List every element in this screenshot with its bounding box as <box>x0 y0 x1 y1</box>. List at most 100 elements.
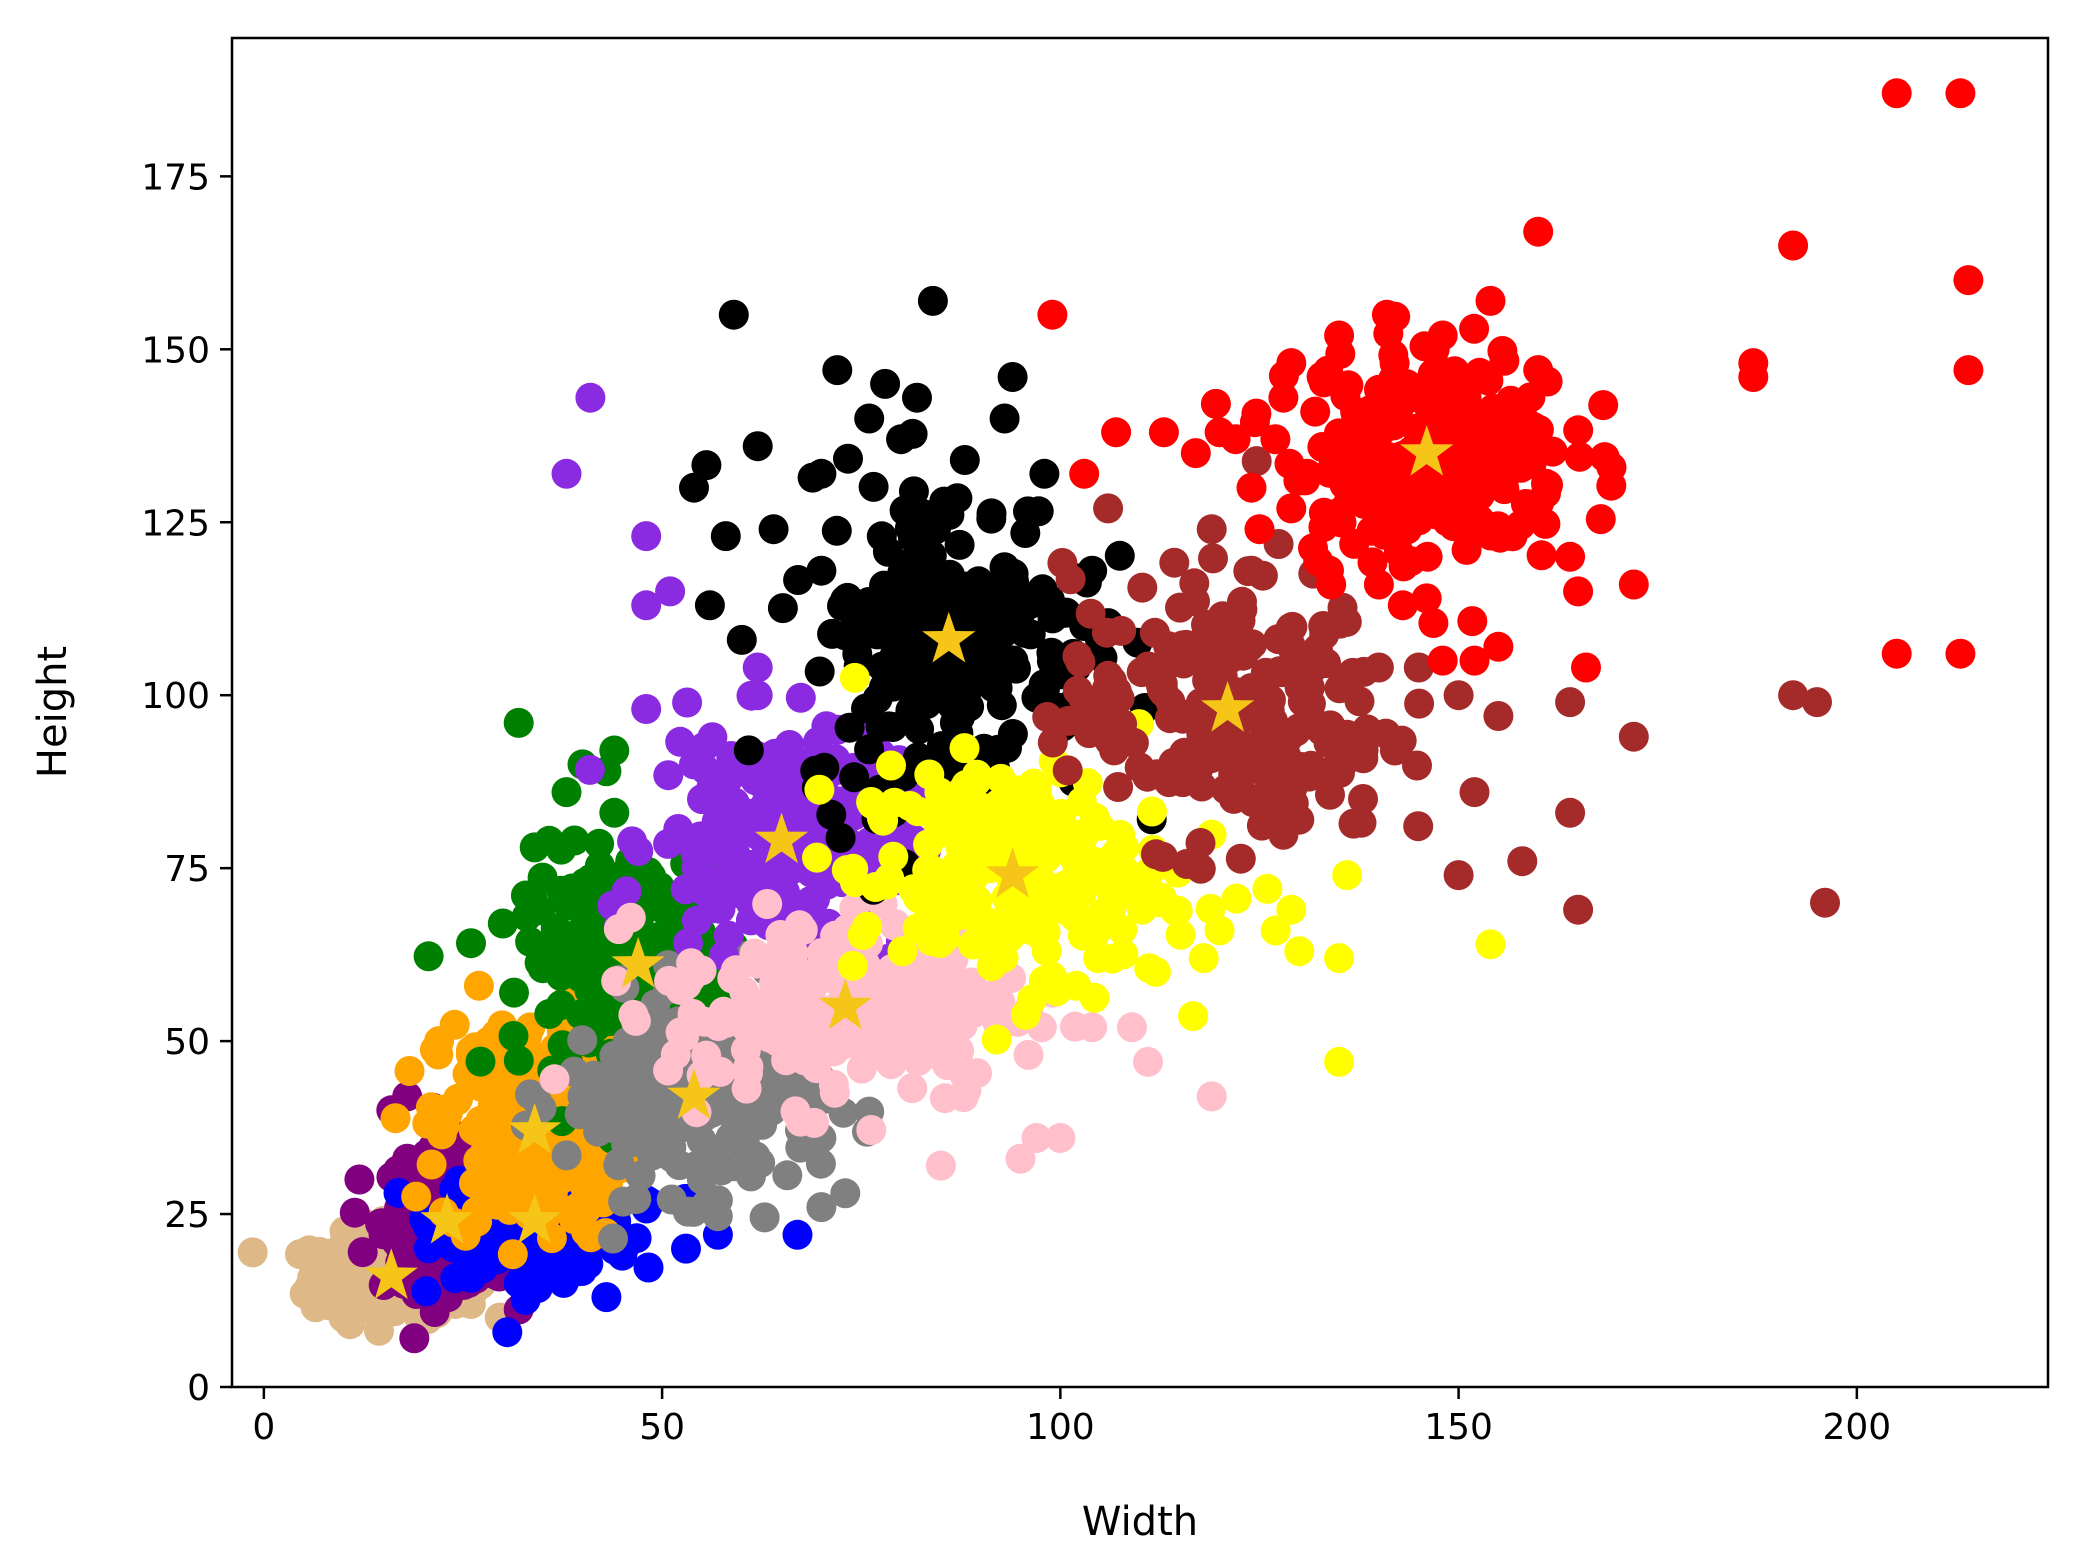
data-point <box>1008 913 1039 944</box>
data-point <box>734 997 765 1028</box>
data-point <box>1045 1123 1076 1153</box>
data-point <box>897 611 928 642</box>
data-point <box>930 922 961 953</box>
data-point <box>564 928 595 959</box>
data-point <box>656 1184 687 1215</box>
y-tick-label: 150 <box>141 330 210 371</box>
data-point <box>394 1056 425 1086</box>
data-point <box>1275 612 1306 643</box>
centroid-star-3 <box>508 1103 562 1154</box>
data-point <box>1055 564 1086 595</box>
data-point <box>934 559 965 590</box>
data-point <box>839 762 870 793</box>
data-point <box>1324 1046 1355 1077</box>
data-point <box>640 1116 671 1147</box>
data-point <box>1585 504 1616 535</box>
data-point <box>886 424 917 455</box>
data-point <box>1092 673 1122 704</box>
centroids-layer <box>364 425 1454 1299</box>
data-point <box>1459 645 1490 676</box>
data-point <box>1108 939 1139 970</box>
data-point <box>1499 396 1530 427</box>
data-point <box>1332 860 1363 891</box>
data-point <box>1006 793 1037 824</box>
data-point <box>1498 428 1528 458</box>
data-point <box>870 594 901 625</box>
data-point <box>678 1196 709 1227</box>
data-point <box>1439 356 1470 387</box>
data-point <box>1411 583 1442 614</box>
data-point <box>870 368 901 399</box>
data-point <box>785 1106 816 1137</box>
data-point <box>1068 684 1099 714</box>
data-point <box>1403 652 1434 683</box>
data-point <box>746 794 777 825</box>
data-point <box>569 867 600 898</box>
data-point <box>726 878 757 909</box>
data-point <box>1023 496 1054 527</box>
data-point <box>546 875 577 906</box>
data-point <box>792 805 823 836</box>
data-point <box>1459 313 1490 344</box>
data-point <box>676 948 707 979</box>
data-point <box>1308 497 1339 528</box>
data-point <box>1402 750 1432 781</box>
data-point <box>760 940 791 971</box>
data-point <box>1145 670 1176 701</box>
data-point <box>727 1117 758 1148</box>
y-tick-label: 50 <box>164 1022 210 1063</box>
data-point <box>573 892 603 923</box>
y-axis-label: Height <box>30 646 76 778</box>
data-point <box>702 1185 733 1216</box>
data-point <box>546 990 576 1020</box>
data-point <box>1526 540 1557 571</box>
data-point <box>806 555 837 586</box>
data-point <box>1427 320 1458 351</box>
plot-frame <box>230 36 2050 1389</box>
data-point <box>519 832 550 863</box>
data-point <box>766 1010 797 1041</box>
data-point <box>914 1001 945 1032</box>
data-point <box>819 1077 850 1108</box>
x-tick-label: 200 <box>1822 1407 1891 1448</box>
data-point <box>1185 828 1216 858</box>
data-point <box>854 734 885 765</box>
data-point <box>1738 362 1769 392</box>
data-point <box>1953 265 1984 296</box>
cluster-10 <box>1032 446 1840 925</box>
data-point <box>816 799 847 830</box>
data-point <box>503 1268 534 1299</box>
data-point <box>830 585 861 615</box>
data-point <box>687 784 717 815</box>
data-point <box>498 1021 529 1051</box>
data-point <box>487 908 518 939</box>
data-point <box>1180 438 1211 469</box>
data-point <box>1148 417 1179 448</box>
data-point <box>1153 631 1184 662</box>
data-point <box>1563 894 1594 925</box>
data-point <box>963 566 994 597</box>
data-point <box>503 707 534 738</box>
data-point <box>1268 382 1299 413</box>
data-point <box>399 1323 430 1354</box>
data-point <box>575 1177 606 1208</box>
data-point <box>1571 652 1601 683</box>
data-point <box>654 965 685 996</box>
data-point <box>749 1202 780 1233</box>
data-point <box>1200 388 1231 419</box>
data-point <box>830 1178 861 1209</box>
data-point <box>304 1261 335 1292</box>
data-point <box>1246 810 1277 841</box>
data-point <box>1196 1081 1227 1112</box>
data-point <box>1324 943 1355 974</box>
data-point <box>1555 797 1586 828</box>
data-point <box>339 1197 370 1228</box>
data-point <box>772 1160 803 1191</box>
data-point <box>551 777 582 808</box>
data-point <box>1127 572 1158 603</box>
data-point <box>833 443 863 474</box>
data-point <box>1219 718 1250 748</box>
data-point <box>237 1237 268 1268</box>
data-point <box>1247 685 1278 716</box>
data-point <box>783 978 814 1009</box>
